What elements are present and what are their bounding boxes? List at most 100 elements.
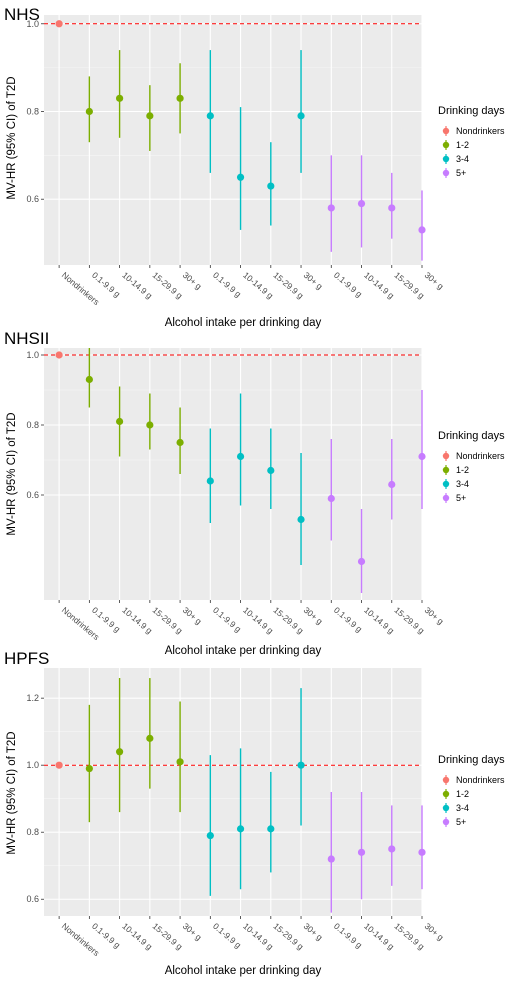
legend-key-dot <box>442 804 450 812</box>
data-point <box>236 173 245 181</box>
data-point <box>297 112 305 120</box>
legend-item-label: 1-2 <box>456 140 469 150</box>
x-tick-label: 0.1-9.9 g <box>211 605 243 634</box>
y-axis-label: MV-HR (95% CI) of T2D <box>6 76 18 199</box>
x-tick-label: 10-14.9 g <box>362 270 396 301</box>
data-point <box>267 825 275 833</box>
y-tick-label: 0.8 <box>26 827 39 837</box>
data-point <box>85 107 93 116</box>
legend-title: Drinking days <box>438 754 505 766</box>
legend-key-dot <box>442 480 450 488</box>
legend-key-dot <box>442 466 450 474</box>
y-tick-label: 1.0 <box>26 760 39 770</box>
legend-title: Drinking days <box>438 105 505 117</box>
x-tick-label: 30+ g <box>423 605 446 627</box>
legend-item-label: 1-2 <box>456 465 469 475</box>
y-tick-label: 1.0 <box>26 350 39 360</box>
chart-panel-nhs: NHS 0.6 0.8 1.0 Nondrinkers 0.1-9.9 g 10-14.9 … <box>0 0 520 335</box>
data-point <box>357 848 366 856</box>
y-tick-label: 0.6 <box>26 194 39 204</box>
x-axis-label: Alcohol intake per drinking day <box>165 317 322 329</box>
legend-key-dot <box>442 494 450 502</box>
legend-item-label: 5+ <box>456 493 466 503</box>
y-axis-label: MV-HR (95% CI) of T2D <box>6 731 18 854</box>
data-point <box>55 20 63 28</box>
x-tick-label: 15-29.9 g <box>392 921 426 952</box>
legend: Drinking days Nondrinkers 1-2 3-4 5+ <box>438 754 505 827</box>
x-tick-label: 15-29.9 g <box>272 270 306 301</box>
data-point <box>267 182 275 190</box>
x-axis-label: Alcohol intake per drinking day <box>165 965 322 977</box>
legend-key-dot <box>442 127 450 135</box>
x-tick-label: 0.1-9.9 g <box>211 921 243 950</box>
data-point <box>85 764 93 773</box>
data-point <box>357 557 366 566</box>
data-point <box>388 480 396 489</box>
data-point <box>418 452 426 461</box>
data-point <box>146 734 154 742</box>
data-point <box>206 477 214 485</box>
legend-key-dot <box>442 790 450 798</box>
data-point <box>388 204 396 212</box>
data-point <box>176 438 184 447</box>
data-point <box>327 204 335 212</box>
x-tick-label: 30+ g <box>181 921 204 943</box>
x-tick-label: 30+ g <box>302 605 325 627</box>
y-tick-label: 0.6 <box>26 490 39 500</box>
legend-item-label: 3-4 <box>456 803 469 813</box>
x-tick-label: 30+ g <box>181 270 204 292</box>
legend-item-label: 5+ <box>456 817 466 827</box>
data-point <box>236 452 245 461</box>
legend-item-label: 1-2 <box>456 789 469 799</box>
data-point <box>206 112 214 120</box>
data-point <box>176 94 184 102</box>
x-tick-label: 15-29.9 g <box>151 270 185 301</box>
x-tick-label: 30+ g <box>181 605 204 627</box>
data-point <box>206 831 214 840</box>
y-tick-label: 1.0 <box>26 19 39 29</box>
plot-background <box>44 15 422 265</box>
x-tick-label: 30+ g <box>423 921 446 943</box>
legend: Drinking days Nondrinkers 1-2 3-4 5+ <box>438 105 505 178</box>
data-point <box>267 466 275 475</box>
x-tick-label: 15-29.9 g <box>151 921 185 952</box>
x-tick-label: 10-14.9 g <box>120 605 154 636</box>
data-point <box>55 351 63 359</box>
legend-key-dot <box>442 169 450 177</box>
legend-key-dot <box>442 776 450 784</box>
data-point <box>297 515 305 524</box>
data-point <box>116 94 124 102</box>
legend-item-label: Nondrinkers <box>456 451 505 461</box>
x-tick-label: 15-29.9 g <box>272 605 306 636</box>
x-tick-label: 0.1-9.9 g <box>332 921 364 950</box>
legend-item-label: 3-4 <box>456 479 469 489</box>
chart-panel-hpfs: HPFS 0.6 0.8 1.0 1.2 Nondrinkers 0.1-9.9 g 10-1… <box>0 648 520 981</box>
x-tick-label: 10-14.9 g <box>362 921 396 952</box>
x-tick-label: 0.1-9.9 g <box>332 270 364 299</box>
x-tick-label: 15-29.9 g <box>392 605 426 636</box>
data-point <box>116 417 124 426</box>
legend-title: Drinking days <box>438 430 505 442</box>
x-tick-label: 0.1-9.9 g <box>211 270 243 299</box>
x-tick-label: 10-14.9 g <box>362 605 396 636</box>
data-point <box>146 421 154 429</box>
y-axis-label: MV-HR (95% CI) of T2D <box>6 412 18 535</box>
x-tick-label: 15-29.9 g <box>392 270 426 301</box>
y-tick-label: 1.2 <box>26 693 39 703</box>
data-point <box>297 761 305 769</box>
legend-item-label: 3-4 <box>456 154 469 164</box>
chart-title: HPFS <box>4 649 49 668</box>
data-point <box>357 199 366 208</box>
data-point <box>388 845 396 853</box>
data-point <box>327 855 335 863</box>
data-point <box>176 758 184 766</box>
legend-key-dot <box>442 155 450 163</box>
x-tick-label: 15-29.9 g <box>272 921 306 952</box>
x-tick-label: 10-14.9 g <box>241 270 275 301</box>
plot-background <box>44 668 422 916</box>
data-point <box>55 761 63 769</box>
legend-key-dot <box>442 818 450 826</box>
x-tick-label: 0.1-9.9 g <box>332 605 364 634</box>
